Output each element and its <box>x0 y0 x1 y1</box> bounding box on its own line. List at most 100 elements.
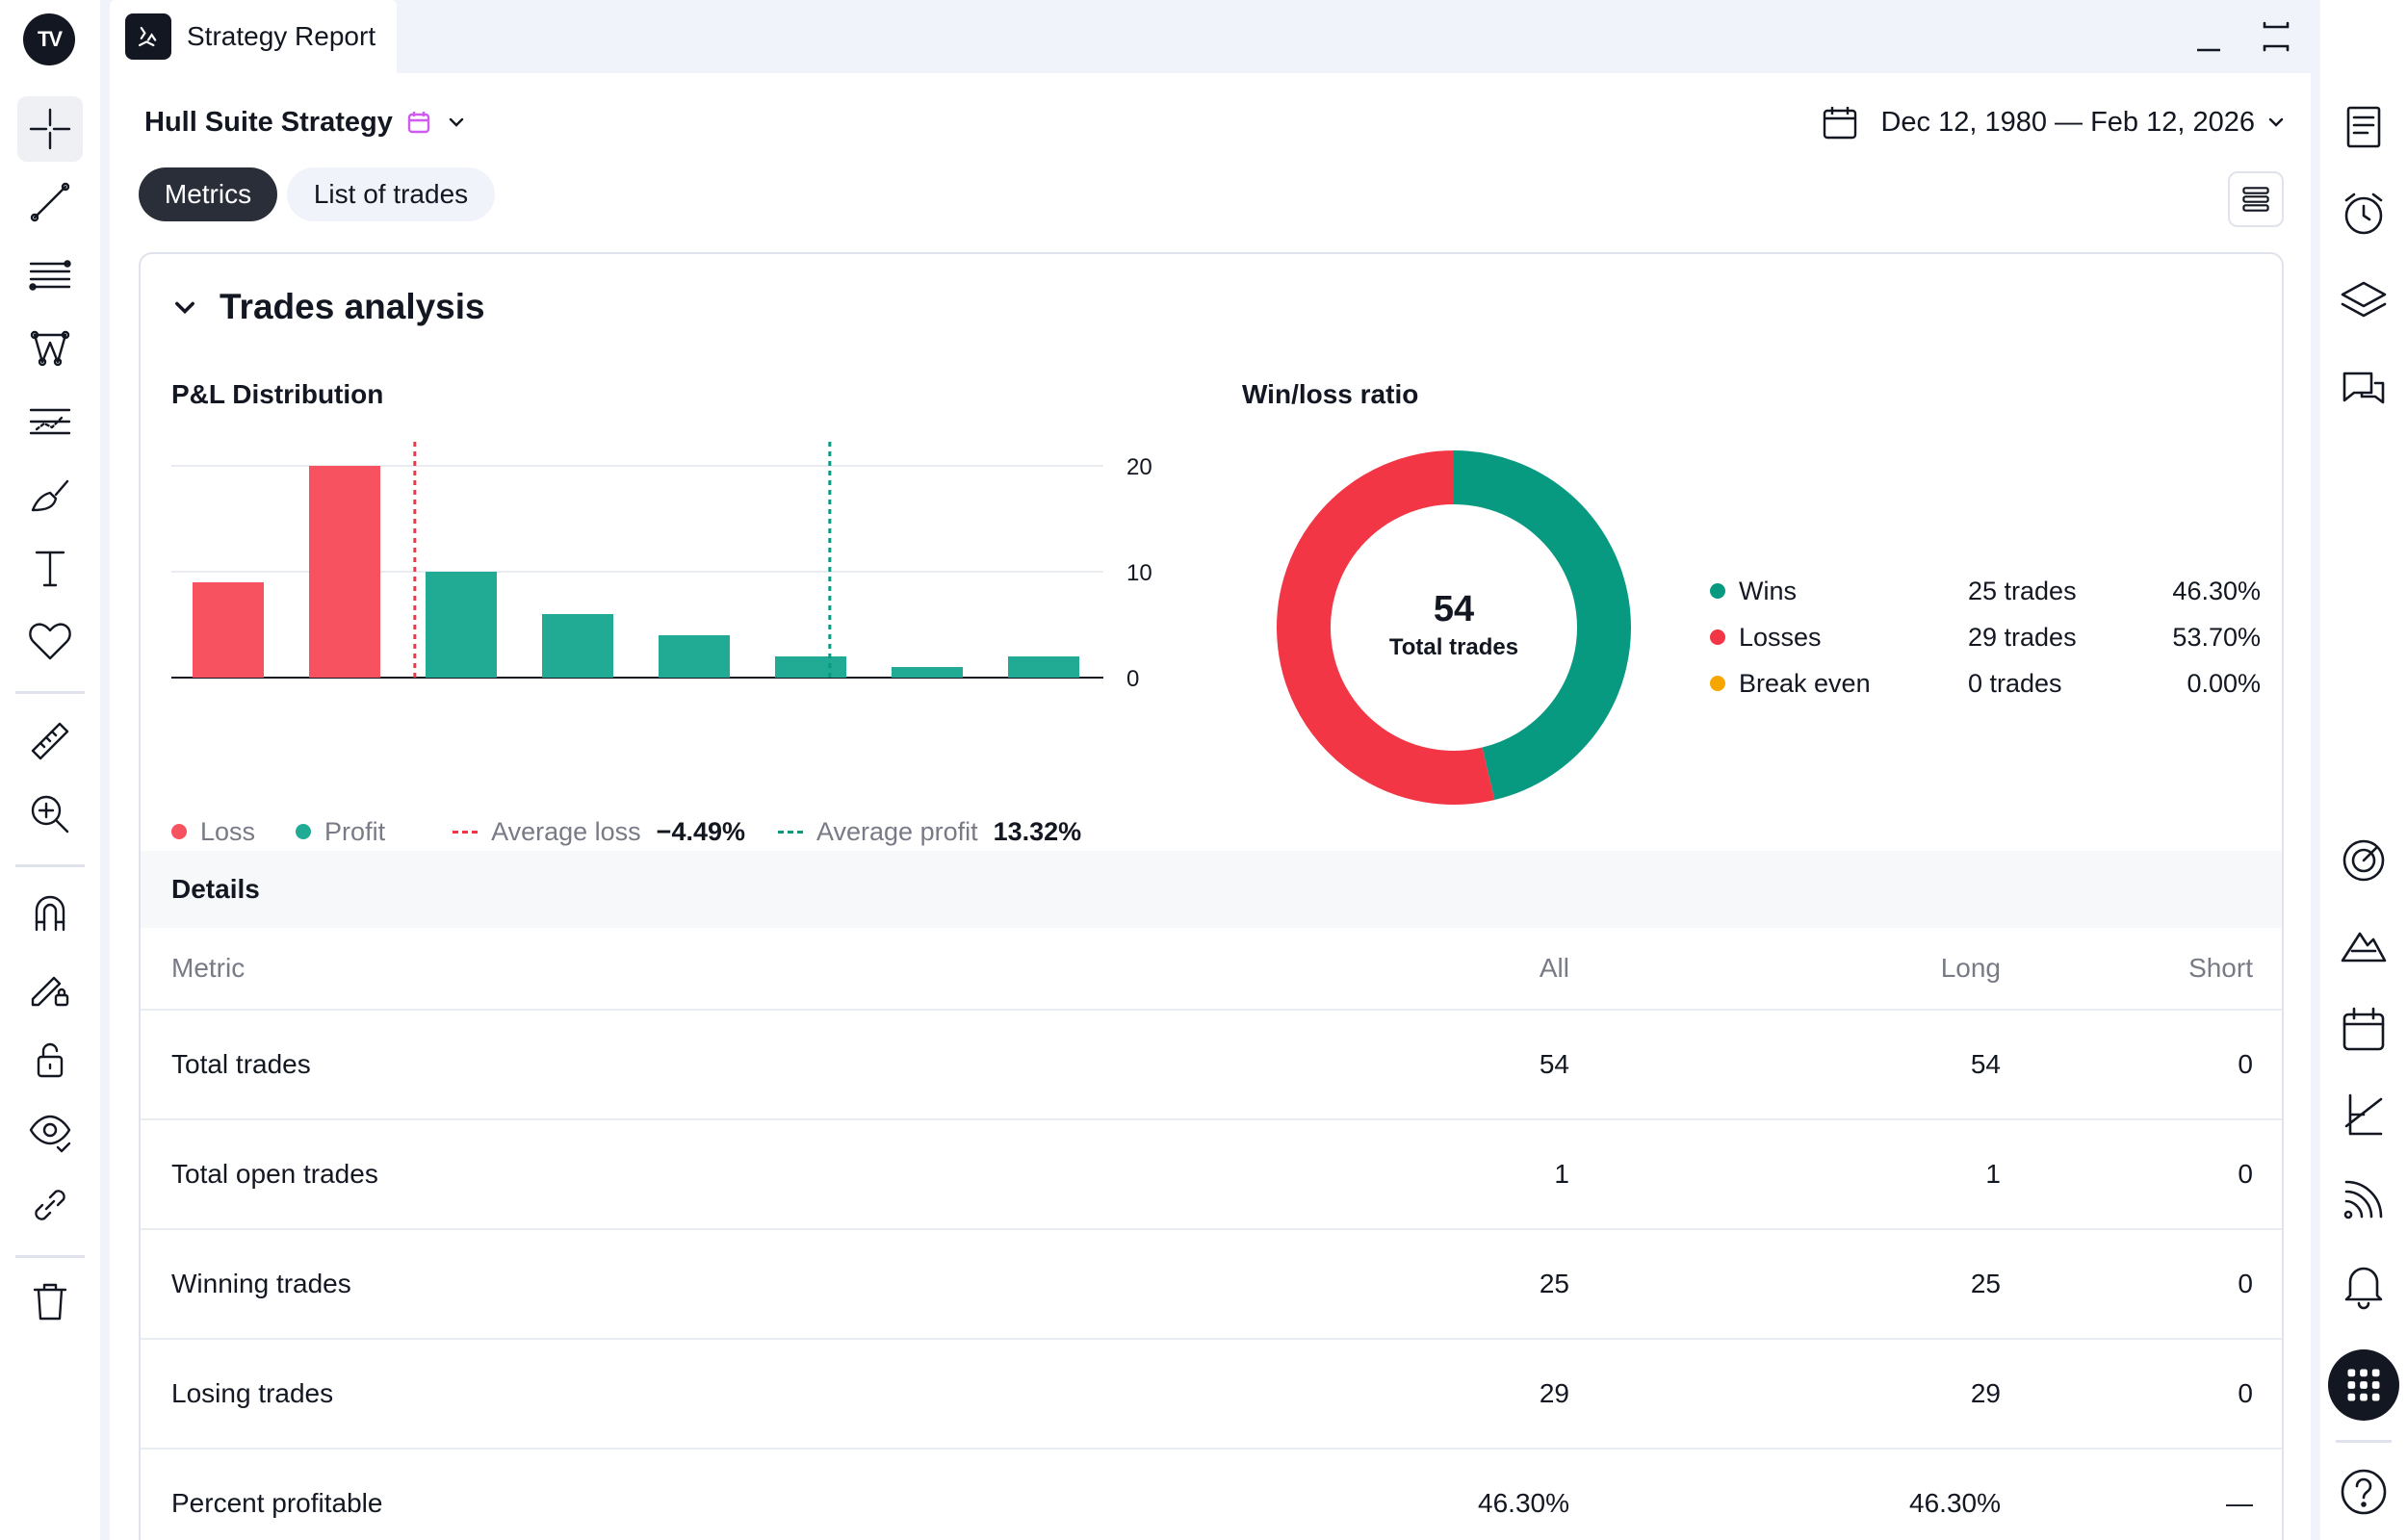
lock-all-drawings-button[interactable] <box>17 1026 83 1091</box>
chevron-down-icon <box>175 301 194 315</box>
list-layout-icon <box>2242 187 2269 212</box>
alarm-clock-icon <box>2344 192 2383 235</box>
pine-editor-button[interactable] <box>2329 1080 2398 1149</box>
trades-analysis-header[interactable]: Trades analysis <box>171 283 485 331</box>
details-title: Details <box>171 874 260 904</box>
layout-toggle-button[interactable] <box>2228 171 2284 227</box>
ideas-stream-button[interactable] <box>2329 911 2398 980</box>
tab-list-of-trades[interactable]: List of trades <box>287 167 495 221</box>
unlock-icon <box>37 1042 64 1078</box>
object-tree-button[interactable] <box>2329 266 2398 335</box>
crosshair-icon <box>29 108 71 150</box>
hide-drawings-button[interactable] <box>17 1099 83 1165</box>
loss-bar[interactable] <box>193 582 264 678</box>
zoom-tool-button[interactable] <box>17 782 83 847</box>
magnet-tool-button[interactable] <box>17 880 83 945</box>
help-button[interactable] <box>2329 1457 2398 1527</box>
brush-icon <box>31 479 69 512</box>
tab-metrics[interactable]: Metrics <box>139 167 277 221</box>
losses-label: Losses <box>1739 622 1822 652</box>
tradingview-logo[interactable]: TV <box>23 13 75 65</box>
hotlists-button[interactable] <box>2329 826 2398 895</box>
winloss-chart-title: Win/loss ratio <box>1242 379 1419 409</box>
date-range: Dec 12, 1980 — Feb 12, 2026 <box>1880 106 2255 138</box>
strategy-report-panel: Hull Suite Strategy Dec 12, 1980 — Feb 1… <box>110 73 2311 1540</box>
calendar-button[interactable] <box>2329 995 2398 1065</box>
losses-slice[interactable] <box>1277 450 1495 805</box>
y-tick-label: 0 <box>1126 666 1139 692</box>
metric-name: Losing trades <box>171 1378 334 1408</box>
wins-slice[interactable] <box>1453 450 1631 801</box>
products-menu-button[interactable] <box>2328 1349 2399 1421</box>
break-even-dot <box>1710 676 1725 691</box>
profit-bar[interactable] <box>1008 656 1079 678</box>
remove-drawings-button[interactable] <box>17 1269 83 1334</box>
wins-pct: 46.30% <box>2172 576 2261 605</box>
win-loss-donut-chart <box>1277 450 1631 805</box>
bell-icon <box>2344 1267 2383 1310</box>
forecasting-icon <box>29 408 71 435</box>
strategy-selector[interactable]: Hull Suite Strategy <box>144 98 468 146</box>
favorites-tool-button[interactable] <box>17 608 83 674</box>
y-tick-label: 10 <box>1126 560 1152 586</box>
col-short: Short <box>2188 953 2253 983</box>
avg-profit-line-icon <box>778 830 803 834</box>
metric-name: Winning trades <box>171 1269 351 1298</box>
pnl-legend: Loss Profit Average loss −4.49% Average … <box>171 812 1081 851</box>
profit-bar[interactable] <box>426 572 497 678</box>
legend-row-losses: Losses 29 trades 53.70% <box>1710 614 2261 660</box>
loss-legend-dot <box>171 824 187 839</box>
watchlist-button[interactable] <box>2329 92 2398 162</box>
profit-bar[interactable] <box>659 635 730 678</box>
ruler-icon <box>31 722 69 760</box>
profit-legend-dot <box>296 824 312 839</box>
brush-tool-button[interactable] <box>17 462 83 527</box>
text-tool-button[interactable] <box>17 535 83 601</box>
details-column-headers: Metric All Long Short <box>141 928 2282 1011</box>
top-bar: Strategy Report <box>110 0 2311 73</box>
value-long: 1 <box>1985 1159 2001 1189</box>
break-even-trades: 0 trades <box>1968 668 2062 698</box>
loss-bar[interactable] <box>309 466 380 678</box>
date-range-selector[interactable]: Dec 12, 1980 — Feb 12, 2026 <box>1821 98 2288 146</box>
forecasting-tool-button[interactable] <box>17 389 83 454</box>
help-icon <box>2341 1469 2387 1515</box>
measure-tool-button[interactable] <box>17 708 83 774</box>
profit-bar[interactable] <box>775 656 846 678</box>
crosshair-tool-button[interactable] <box>17 96 83 162</box>
trend-line-tool-button[interactable] <box>17 169 83 235</box>
strategy-tester-icon <box>125 13 171 60</box>
losses-pct: 53.70% <box>2172 622 2261 652</box>
break-even-label: Break even <box>1739 668 1871 698</box>
lock-drawings-mode-button[interactable] <box>17 953 83 1018</box>
chat-icon <box>2342 372 2385 404</box>
table-row: Winning trades 25 25 0 <box>141 1230 2282 1340</box>
value-all: 29 <box>1539 1378 1569 1408</box>
legend-avg-loss-label: Average loss <box>491 816 641 846</box>
profit-bar[interactable] <box>892 667 963 678</box>
minimize-button[interactable] <box>2186 13 2232 60</box>
patterns-tool-button[interactable] <box>17 316 83 381</box>
mountain-icon <box>2341 932 2387 962</box>
left-gutter <box>100 0 110 1540</box>
strategy-report-tab[interactable]: Strategy Report <box>110 0 397 73</box>
chats-button[interactable] <box>2329 356 2398 425</box>
wins-label: Wins <box>1739 576 1797 605</box>
maximize-button[interactable] <box>2253 13 2299 60</box>
xabcd-pattern-icon <box>30 330 70 367</box>
break-even-pct: 0.00% <box>2187 668 2261 698</box>
calendar-badge-icon <box>407 112 430 134</box>
alerts-button[interactable] <box>2329 179 2398 248</box>
sync-drawings-button[interactable] <box>17 1172 83 1238</box>
col-metric: Metric <box>171 953 246 983</box>
pencil-lock-icon <box>31 976 69 1007</box>
news-feed-button[interactable] <box>2329 1165 2398 1234</box>
donut-center: 54 Total trades <box>1271 589 1637 661</box>
magnet-icon <box>35 895 65 932</box>
profit-bar[interactable] <box>542 614 613 678</box>
notifications-button[interactable] <box>2329 1249 2398 1319</box>
avg-loss-line-icon <box>453 830 479 834</box>
maximize-icon <box>2263 21 2290 52</box>
wins-trades: 25 trades <box>1968 576 2077 605</box>
fib-tool-button[interactable] <box>17 243 83 308</box>
